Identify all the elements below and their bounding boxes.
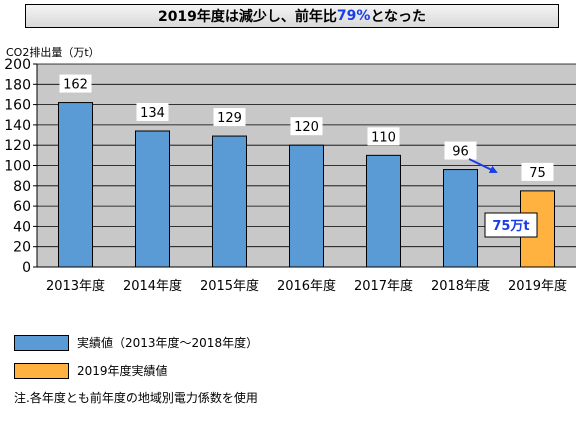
- x-tick-labels: 2013年度 2014年度 2015年度 2016年度 2017年度 2018年度 2019…: [46, 278, 567, 294]
- legend-swatch-current: [14, 362, 69, 379]
- data-label-bg: [59, 74, 92, 93]
- x-tick-label: 2014年度: [123, 278, 182, 294]
- data-labels: 162 134 129 120 110 96 75: [59, 74, 554, 181]
- y-tick-label: 140: [4, 118, 31, 134]
- footnote: 注.各年度とも前年度の地域別電力係数を使用: [14, 391, 258, 405]
- y-tick-label: 80: [13, 179, 31, 195]
- title-suffix: となった: [370, 9, 427, 25]
- bar-2: [135, 130, 170, 268]
- legend-label-current: 2019年度実績値: [77, 364, 168, 378]
- data-label-bg: [367, 127, 400, 146]
- y-tick-label: 60: [13, 199, 31, 215]
- trend-arrow: [468, 158, 498, 174]
- legend-label-actual: 実績値（2013年度～2018年度）: [77, 336, 259, 350]
- data-label: 110: [371, 130, 396, 145]
- bar-chart: 0 20 40 60 80 100 120 140 160 180 200 2013年度 2014年度…: [4, 57, 576, 294]
- chart-title: 2019年度は減少し、前年比 79% となった: [25, 4, 559, 28]
- bars: [58, 102, 555, 268]
- y-tick-label: 100: [4, 159, 31, 175]
- x-tick-label: 2016年度: [277, 278, 336, 294]
- bar-4: [289, 144, 324, 268]
- y-tick-label: 40: [13, 219, 31, 235]
- data-label-bg: [290, 117, 323, 136]
- data-label: 96: [452, 145, 469, 160]
- y-tick-label: 160: [4, 98, 31, 114]
- legend-item-current: 2019年度実績値: [14, 362, 168, 379]
- data-label-bg: [213, 108, 246, 127]
- y-tick-labels: 0 20 40 60 80 100 120 140 160 180 200: [4, 57, 31, 276]
- x-tick-label: 2017年度: [354, 278, 413, 294]
- legend-item-actual: 実績値（2013年度～2018年度）: [14, 334, 258, 351]
- y-tick-label: 180: [4, 77, 31, 93]
- data-label-bg: [444, 141, 477, 160]
- y-tick-label: 0: [22, 260, 31, 276]
- annotation-text: 75万t: [492, 219, 529, 234]
- data-label-bg: [521, 162, 554, 181]
- x-tick-label: 2019年度: [508, 278, 567, 294]
- data-label: 75: [529, 166, 546, 181]
- data-label: 129: [217, 111, 242, 126]
- annotation-callout: 75万t: [484, 212, 538, 238]
- y-tick-label: 20: [13, 240, 31, 256]
- bar-3: [212, 135, 247, 268]
- x-tick-label: 2015年度: [200, 278, 259, 294]
- y-tick-label: 120: [4, 138, 31, 154]
- y-tick-label: 200: [4, 57, 31, 73]
- bar-5: [366, 154, 401, 268]
- arrow-line: [468, 158, 498, 174]
- title-highlight: 79%: [336, 8, 371, 24]
- x-tick-label: 2018年度: [431, 278, 490, 294]
- legend-swatch-actual: [14, 334, 69, 351]
- y-axis-unit-label: CO2排出量（万t）: [6, 46, 100, 59]
- bar-6: [443, 169, 478, 268]
- title-prefix: 2019年度は減少し、前年比: [157, 9, 337, 25]
- data-label: 134: [140, 106, 165, 121]
- x-tick-label: 2013年度: [46, 278, 105, 294]
- data-label: 162: [63, 78, 88, 93]
- data-label: 120: [294, 120, 319, 135]
- data-label-bg: [136, 102, 169, 121]
- bar-1: [58, 102, 93, 268]
